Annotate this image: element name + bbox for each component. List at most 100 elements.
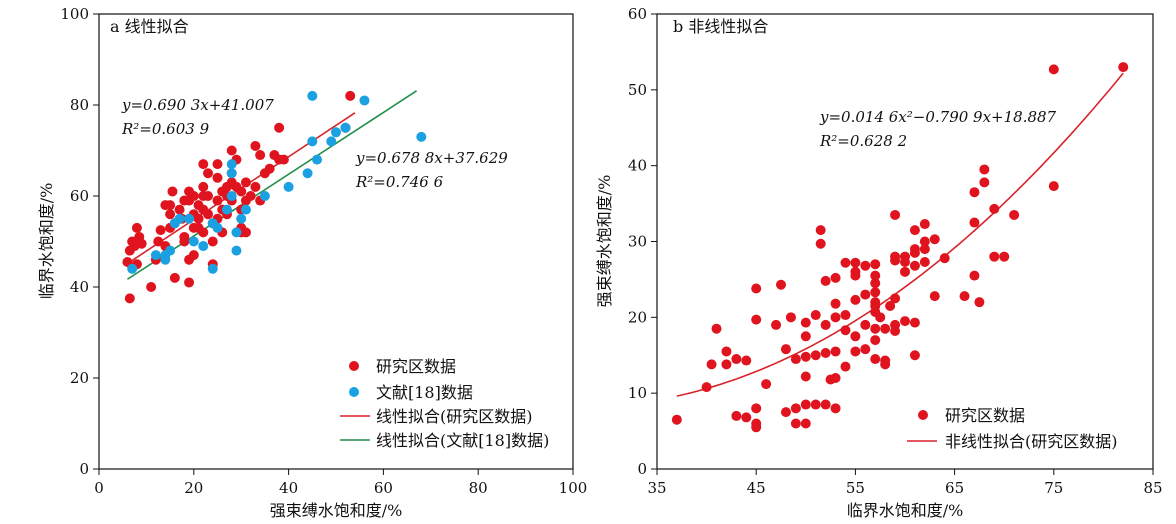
data-point <box>165 245 176 256</box>
data-point <box>331 127 341 138</box>
data-point <box>302 168 313 179</box>
panel-a-equation-1-line1: y=0.690 3x+41.007 <box>121 96 274 114</box>
data-point <box>259 191 270 201</box>
x-tick-label: 60 <box>374 479 393 497</box>
x-tick-label: 20 <box>184 479 203 497</box>
data-point <box>939 253 950 264</box>
data-point <box>929 291 940 302</box>
data-point <box>870 259 881 270</box>
data-point <box>989 203 1000 214</box>
panel-a-equation-2: y=0.678 8x+37.629 R²=0.746 6 <box>355 149 508 191</box>
data-point <box>974 297 985 308</box>
data-point <box>226 145 237 156</box>
data-point <box>127 263 138 274</box>
data-point <box>800 351 811 362</box>
data-point <box>274 122 285 133</box>
x-tick-label: 100 <box>559 479 588 497</box>
data-point <box>840 325 851 336</box>
legend-label-study-area-b: 研究区数据 <box>945 406 1025 425</box>
data-point <box>860 319 871 330</box>
data-point <box>929 234 940 245</box>
data-point <box>780 344 791 355</box>
data-point <box>850 257 861 268</box>
data-point <box>240 204 251 215</box>
legend-marker-literature <box>349 387 359 397</box>
fit-curve <box>676 72 1124 397</box>
y-tick-label: 60 <box>70 187 89 205</box>
data-point <box>307 90 318 101</box>
panel-a-equation-1-line2: R²=0.603 9 <box>121 120 210 138</box>
x-tick-label: 0 <box>94 479 104 497</box>
x-tick-label: 65 <box>945 479 964 497</box>
panel-a-frame <box>98 13 574 470</box>
data-point <box>240 177 251 188</box>
data-point <box>840 361 851 372</box>
data-point <box>790 418 801 429</box>
data-point <box>850 294 861 305</box>
data-point <box>221 181 232 192</box>
data-point <box>1048 64 1059 75</box>
data-point <box>860 289 871 300</box>
panel-b-equation-line1: y=0.014 6x²−0.790 9x+18.887 <box>819 108 1057 126</box>
data-point <box>919 256 930 267</box>
data-point <box>810 350 821 361</box>
data-point <box>198 159 209 170</box>
data-point <box>207 236 218 247</box>
data-point <box>820 399 831 410</box>
data-point <box>751 283 762 294</box>
panel-b-legend: 研究区数据 非线性拟合(研究区数据) <box>907 406 1118 451</box>
data-point <box>701 382 712 393</box>
data-point <box>870 278 881 289</box>
data-point <box>711 323 722 334</box>
data-point <box>203 209 214 220</box>
data-point <box>150 250 161 261</box>
data-point <box>236 213 247 224</box>
data-point <box>830 403 841 414</box>
data-point <box>890 209 901 220</box>
data-point <box>900 266 910 277</box>
data-point <box>203 168 214 179</box>
data-point <box>169 272 180 283</box>
data-point <box>1118 62 1129 73</box>
data-point <box>721 359 732 370</box>
data-point <box>909 247 920 258</box>
data-point <box>751 403 762 414</box>
panel-a-x-axis-label: 强束缚水饱和度/% <box>270 501 403 520</box>
legend-label-literature-fit: 线性拟合(文献[18]数据) <box>376 431 549 450</box>
panel-a-y-axis-label: 临界水饱和度/% <box>37 183 56 300</box>
x-tick-label: 80 <box>469 479 488 497</box>
data-point <box>776 279 786 290</box>
data-point <box>900 256 910 267</box>
y-tick-label: 0 <box>79 460 89 478</box>
data-point <box>165 209 176 220</box>
data-point <box>999 251 1010 262</box>
data-point <box>221 204 232 215</box>
data-point <box>850 331 861 342</box>
data-point <box>870 323 881 334</box>
data-point <box>174 204 185 215</box>
data-point <box>810 310 821 321</box>
data-point <box>919 219 930 230</box>
data-point <box>815 238 826 249</box>
y-tick-label: 100 <box>60 5 89 23</box>
data-point <box>184 213 195 224</box>
legend-label-nonlinear-fit: 非线性拟合(研究区数据) <box>945 432 1118 451</box>
data-point <box>880 323 891 334</box>
data-point <box>820 319 831 330</box>
data-point <box>969 217 980 228</box>
data-point <box>870 270 881 281</box>
data-point <box>919 236 930 247</box>
data-point <box>830 312 841 323</box>
data-point <box>136 238 147 249</box>
data-point <box>416 131 427 142</box>
data-point <box>870 354 881 365</box>
data-point <box>830 373 841 383</box>
data-point <box>359 95 370 106</box>
y-tick-label: 50 <box>628 81 647 99</box>
data-point <box>840 310 851 321</box>
data-point <box>860 344 871 355</box>
panel-b-points <box>671 62 1129 433</box>
data-point <box>264 163 275 174</box>
legend-label-study-area: 研究区数据 <box>376 357 456 376</box>
